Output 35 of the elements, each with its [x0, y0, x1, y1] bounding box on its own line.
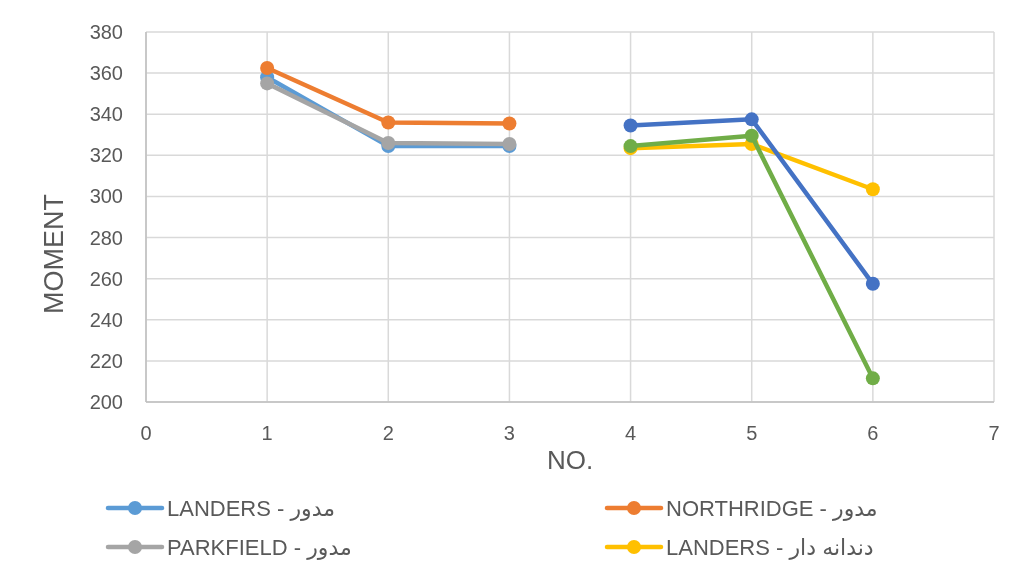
y-tick-label: 340: [89, 103, 123, 126]
legend-label: LANDERS - مدور: [167, 495, 336, 521]
point: [865, 276, 880, 291]
y-tick-label: 380: [89, 21, 123, 43]
y-tick-label: 300: [89, 185, 123, 208]
point: [865, 371, 880, 386]
point: [381, 115, 396, 130]
point: [381, 136, 396, 150]
legend-label: NORTHRIDGE - مدور: [666, 495, 878, 521]
point: [744, 128, 759, 143]
y-tick-label: 200: [89, 391, 123, 413]
point: [623, 118, 638, 133]
x-tick-label: 7: [988, 422, 1000, 444]
y-tick-label: 360: [89, 62, 123, 85]
x-tick-label: 3: [503, 422, 515, 444]
y-tick-label: 240: [89, 308, 123, 331]
x-tick-label: 1: [261, 422, 273, 444]
x-axis-title: NO.: [546, 445, 594, 475]
legend-label: LANDERS - دندانه دار: [666, 534, 874, 560]
point: [260, 60, 275, 75]
x-tick-label: 6: [867, 422, 879, 444]
y-tick-label: 280: [89, 226, 123, 249]
x-tick-label: 2: [382, 422, 394, 444]
x-tick-label: 0: [140, 422, 152, 444]
y-tick-label: 320: [89, 144, 123, 167]
x-tick-label: 4: [625, 422, 637, 444]
y-tick-label: 260: [89, 267, 123, 290]
point: [260, 76, 275, 91]
point: [744, 112, 759, 127]
y-tick-label: 220: [89, 349, 123, 372]
x-tick-label: 5: [746, 422, 758, 444]
point: [502, 116, 517, 131]
y-axis-title: MOMENT: [39, 194, 69, 314]
legend-label: PARKFIELD - مدور: [167, 534, 352, 560]
point: [865, 182, 880, 197]
